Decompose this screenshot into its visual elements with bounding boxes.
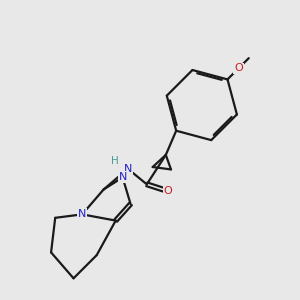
Text: O: O: [164, 186, 172, 196]
Text: N: N: [124, 164, 132, 174]
Text: H: H: [111, 156, 119, 166]
Text: O: O: [234, 63, 243, 74]
Text: N: N: [78, 209, 86, 219]
Text: N: N: [118, 172, 127, 182]
